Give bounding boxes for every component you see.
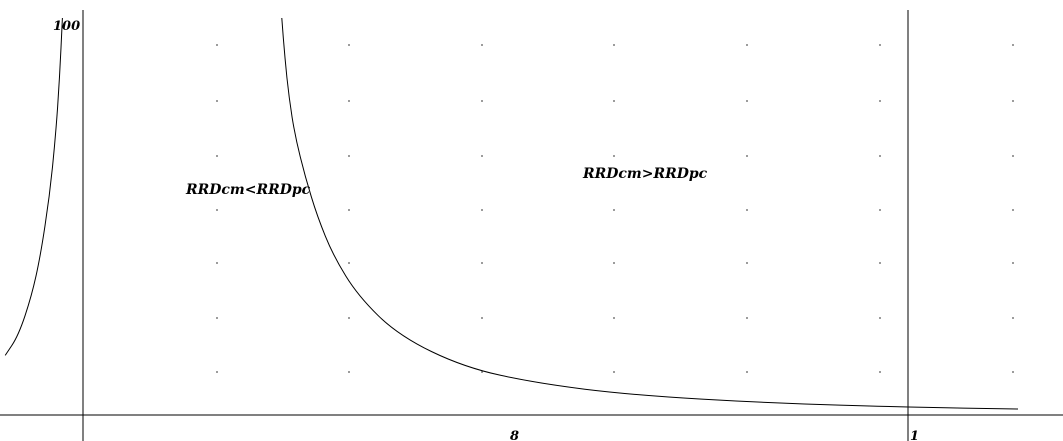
grid-dot (879, 100, 881, 102)
grid-dot (348, 100, 350, 102)
grid-dot (348, 44, 350, 46)
grid-dot (613, 100, 615, 102)
grid-dot (746, 262, 748, 264)
grid-dot (348, 209, 350, 211)
grid-dot (216, 317, 218, 319)
grid-dot (348, 371, 350, 373)
grid-dot (879, 44, 881, 46)
grid-dot (879, 317, 881, 319)
region-label-right: RRDcm>RRDpc (582, 166, 708, 182)
grid-dot (613, 317, 615, 319)
curves (4, 17, 1019, 410)
tick-labels: 100 8 1 (53, 19, 919, 441)
grid-dot (481, 317, 483, 319)
grid-dot (216, 209, 218, 211)
grid-dot (1012, 262, 1014, 264)
grid-dot (348, 317, 350, 319)
grid-dot (216, 100, 218, 102)
grid-dot (879, 155, 881, 157)
grid-dot (1012, 155, 1014, 157)
grid-dots (216, 44, 1014, 373)
grid-dot (481, 155, 483, 157)
curve-branch-1 (4, 17, 63, 356)
grid-dot (1012, 209, 1014, 211)
grid-dot (216, 371, 218, 373)
grid-dot (481, 100, 483, 102)
grid-dot (746, 371, 748, 373)
y-tick-label: 100 (53, 19, 80, 34)
grid-dot (746, 317, 748, 319)
grid-dot (879, 371, 881, 373)
grid-dot (746, 155, 748, 157)
grid-dot (481, 44, 483, 46)
grid-dot (1012, 371, 1014, 373)
grid-dot (613, 209, 615, 211)
grid-dot (481, 209, 483, 211)
grid-dot (348, 155, 350, 157)
vertical-lines (82, 10, 909, 441)
grid-dot (1012, 44, 1014, 46)
curve-branch-2 (281, 17, 1019, 410)
grid-dot (613, 44, 615, 46)
grid-dot (613, 155, 615, 157)
grid-dot (481, 371, 483, 373)
grid-dot (348, 262, 350, 264)
x-tick-label: 1 (910, 429, 919, 441)
grid-dot (481, 262, 483, 264)
grid-dot (216, 262, 218, 264)
grid-dot (879, 262, 881, 264)
grid-dot (879, 209, 881, 211)
region-label-left: RRDcm<RRDpc (185, 182, 311, 198)
grid-dot (746, 44, 748, 46)
grid-dot (613, 371, 615, 373)
grid-dot (1012, 100, 1014, 102)
grid-dot (746, 100, 748, 102)
x-tick-label: 8 (510, 429, 519, 441)
region-labels: RRDcm<RRDpc RRDcm>RRDpc (185, 166, 708, 198)
grid-dot (746, 209, 748, 211)
grid-dot (216, 155, 218, 157)
grid-dot (613, 262, 615, 264)
grid-dot (1012, 317, 1014, 319)
grid-dot (216, 44, 218, 46)
